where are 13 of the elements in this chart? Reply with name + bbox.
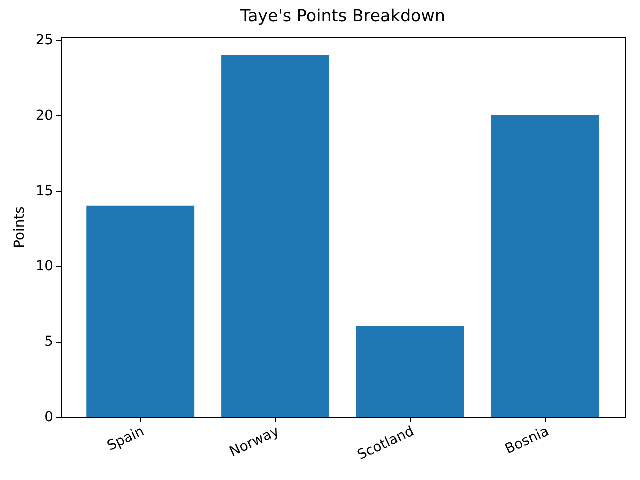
chart-title: Taye's Points Breakdown <box>240 5 446 26</box>
y-tick-label: 5 <box>44 334 54 350</box>
y-tick-label: 0 <box>44 410 54 426</box>
y-tick-label: 15 <box>36 183 54 200</box>
bar <box>222 55 330 417</box>
bar <box>491 115 600 417</box>
bar <box>86 206 195 417</box>
y-tick-label: 25 <box>36 32 54 49</box>
y-tick-label: 20 <box>36 108 54 124</box>
x-tick-label: Spain <box>105 424 147 454</box>
bar <box>356 326 464 417</box>
y-axis-title: Points <box>12 206 28 248</box>
y-tick-label: 10 <box>36 258 54 275</box>
